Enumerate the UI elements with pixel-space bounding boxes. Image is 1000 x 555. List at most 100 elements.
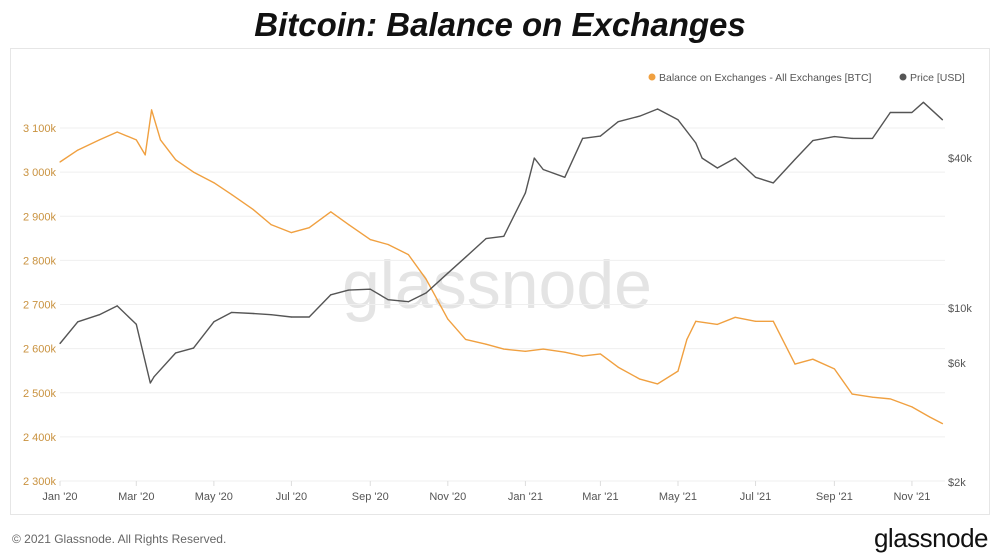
balance-point [213, 182, 215, 184]
chart-title: Bitcoin: Balance on Exchanges [254, 6, 746, 43]
balance-point [387, 243, 389, 246]
balance-point [175, 159, 177, 161]
balance-point [772, 320, 774, 322]
price-point [582, 137, 584, 139]
balance-point [290, 231, 293, 234]
y-left-tick-label: 2 900k [23, 211, 57, 223]
balance-point [542, 348, 544, 350]
x-tick-label: Mar '20 [118, 491, 154, 503]
y-left-tick-label: 2 300k [23, 476, 57, 488]
balance-point [407, 254, 410, 256]
y-right-tick-label: $40k [948, 153, 972, 165]
price-point [812, 140, 814, 142]
balance-point [348, 224, 350, 226]
y-left-tick-label: 2 500k [23, 388, 57, 400]
price-point [677, 119, 679, 121]
price-point [889, 111, 891, 114]
price-point [754, 176, 757, 178]
price-point [270, 314, 272, 316]
balance-point [116, 131, 118, 133]
price-point [231, 311, 233, 314]
balance-point [716, 323, 718, 325]
price-point [192, 347, 195, 349]
price-point [833, 135, 835, 138]
balance-point [617, 366, 619, 368]
balance-point [794, 363, 796, 365]
x-tick-label: Nov '21 [893, 491, 930, 503]
y-left-tick-label: 2 700k [23, 300, 57, 312]
x-tick-label: May '21 [659, 491, 697, 503]
price-point [153, 376, 155, 378]
balance-point [231, 194, 233, 196]
balance-point [369, 239, 371, 241]
copyright-text: © 2021 Glassnode. All Rights Reserved. [12, 532, 227, 546]
balance-point [144, 154, 146, 156]
price-point [922, 101, 924, 103]
price-point [135, 323, 137, 325]
price-point [387, 299, 389, 301]
x-tick-label: Jul '20 [276, 491, 307, 503]
price-point [617, 121, 619, 123]
price-point [213, 321, 215, 323]
price-point [369, 288, 371, 290]
balance-point [677, 370, 679, 372]
y-left-tick-label: 3 100k [23, 123, 57, 135]
balance-point [599, 353, 602, 355]
x-tick-label: Mar '21 [582, 491, 618, 503]
price-point [465, 256, 467, 258]
x-tick-label: Jan '20 [42, 491, 77, 503]
price-point [564, 176, 566, 178]
balance-point [911, 406, 913, 408]
balance-point [252, 209, 254, 211]
legend-label: Price [USD] [910, 72, 965, 84]
x-tick-label: Sep '20 [352, 491, 389, 503]
price-point [175, 352, 177, 354]
price-point [308, 316, 310, 318]
price-point [639, 115, 641, 117]
y-right-tick-label: $6k [948, 358, 966, 370]
price-line [59, 101, 943, 384]
x-tick-label: Jan '21 [508, 491, 543, 503]
price-point [716, 167, 718, 169]
price-point [447, 272, 449, 274]
price-point [485, 237, 487, 240]
balance-point [503, 348, 505, 350]
balance-point [330, 211, 332, 213]
balance-point [447, 318, 449, 320]
glassnode-logo: glassnode [873, 523, 989, 553]
y-left-tick-label: 2 800k [23, 255, 57, 267]
balance-line [59, 109, 943, 425]
balance-point [639, 378, 641, 380]
price-point [149, 382, 151, 384]
balance-point [871, 396, 874, 398]
price-point [701, 157, 703, 159]
balance-point [851, 393, 853, 395]
legend-label: Balance on Exchanges - All Exchanges [BT… [659, 72, 872, 84]
balance-point [734, 316, 736, 318]
balance-point [192, 171, 195, 173]
balance-point [98, 139, 101, 141]
watermark: glassnode [342, 247, 652, 323]
x-tick-label: Nov '20 [429, 491, 466, 503]
chart-frame [10, 48, 990, 515]
balance-point [135, 139, 137, 141]
balance-point [812, 358, 814, 360]
balance-point [582, 355, 584, 357]
y-right-tick-label: $10k [948, 303, 972, 315]
balance-point [754, 320, 757, 322]
price-point [772, 182, 774, 184]
price-point [941, 119, 944, 121]
x-tick-label: May '20 [195, 491, 233, 503]
price-point [252, 312, 254, 315]
y-left-tick-label: 2 400k [23, 432, 57, 444]
balance-point [889, 398, 891, 400]
balance-point [524, 350, 526, 352]
balance-point [77, 149, 79, 151]
price-point [599, 135, 602, 137]
price-point [734, 157, 736, 159]
balance-point [59, 161, 61, 163]
y-left-tick-label: 2 600k [23, 344, 57, 356]
legend-marker [899, 73, 907, 81]
balance-point [159, 139, 162, 141]
